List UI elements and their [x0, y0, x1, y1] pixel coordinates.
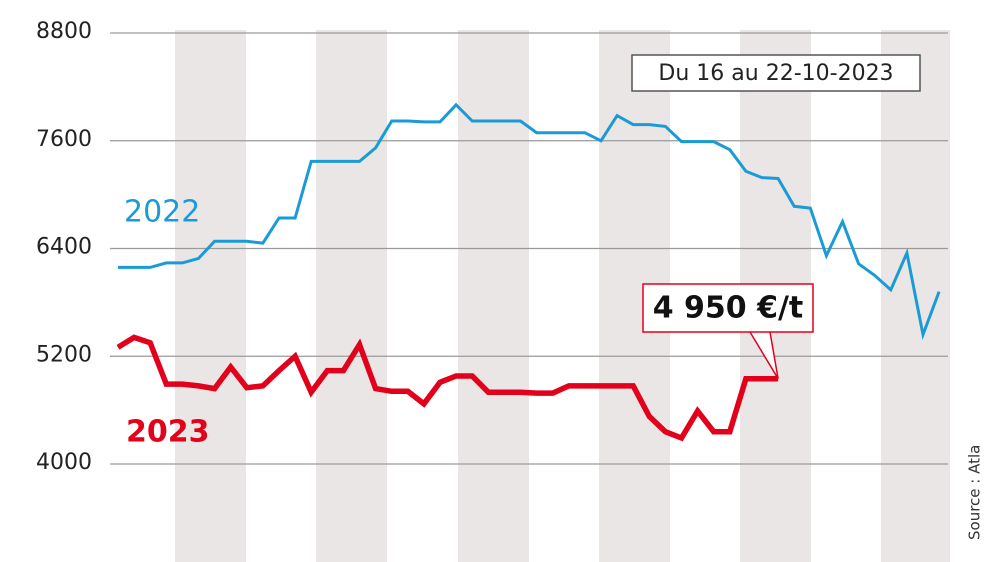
band	[316, 30, 387, 562]
band	[458, 30, 529, 562]
y-tick-label: 6400	[36, 235, 92, 260]
series-line	[116, 334, 779, 442]
subtitle: Du 16 au 22-10-2023	[658, 61, 893, 86]
annotation-pointer	[749, 331, 779, 380]
annotation: 4 950 €/t	[653, 291, 804, 326]
y-tick-label: 4000	[36, 450, 92, 475]
series-line	[118, 102, 941, 341]
subtitle-box	[631, 54, 921, 92]
legend-label: 2022	[124, 195, 200, 230]
legend-label: 2023	[126, 415, 210, 450]
y-tick-label: 8800	[36, 19, 92, 44]
annotation-box	[642, 283, 814, 333]
y-tick-label: 7600	[36, 127, 92, 152]
source: Source : Atla	[966, 445, 984, 540]
y-tick-label: 5200	[36, 342, 92, 367]
month-bands	[175, 30, 950, 562]
band	[175, 30, 246, 562]
